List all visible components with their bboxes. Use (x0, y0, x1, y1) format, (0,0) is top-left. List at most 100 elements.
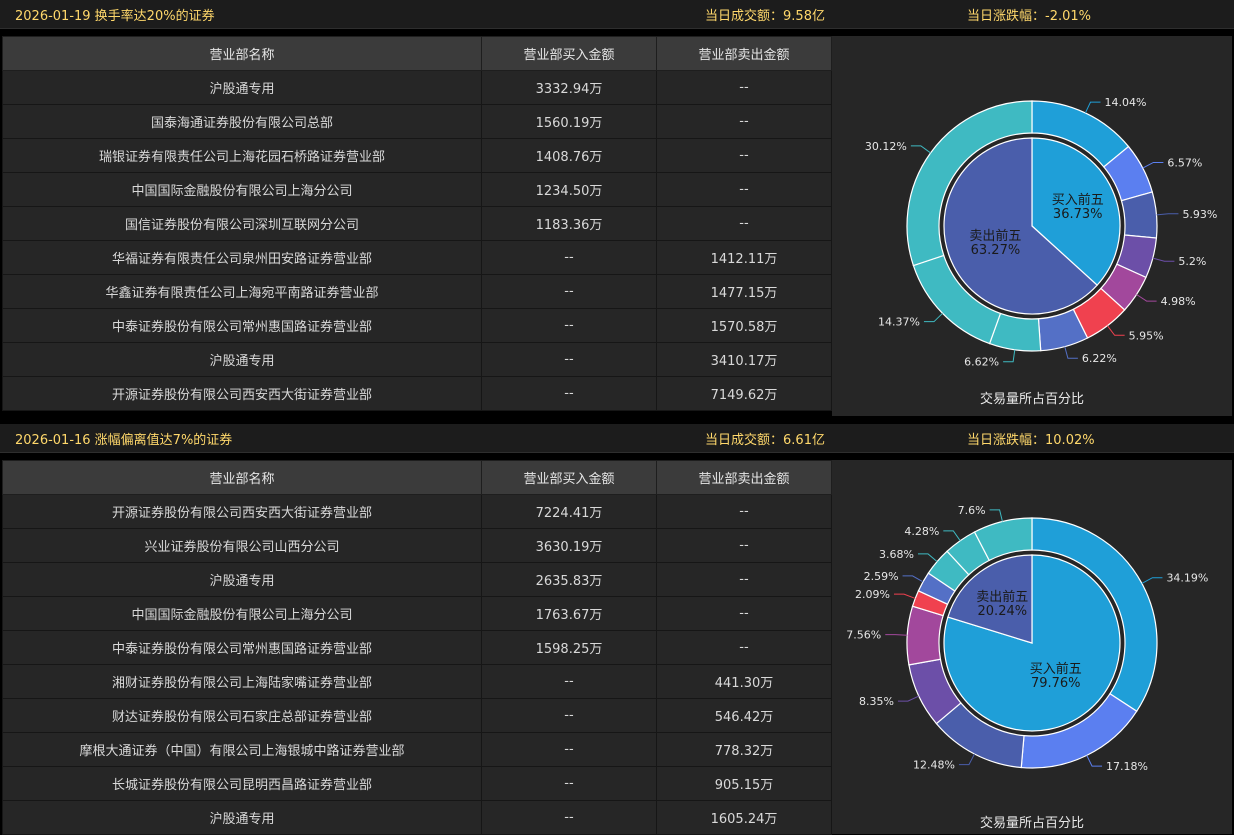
slice-leader-line (1084, 101, 1101, 114)
slice-label: 12.48% (913, 759, 955, 772)
buy-amount-cell: -- (481, 240, 657, 275)
table-body: 开源证券股份有限公司西安西大街证券营业部 7224.41万 -- 兴业证券股份有限公司… (2, 494, 832, 835)
outer-slice[interactable] (973, 517, 1033, 562)
buy-amount-cell: -- (481, 274, 657, 309)
outer-slice[interactable] (1120, 191, 1158, 239)
inner-slice-value: 79.76% (1031, 676, 1081, 691)
slice-label: 6.22% (1082, 352, 1117, 365)
change-label: 当日涨跌幅： (967, 433, 1046, 448)
table-row: 中国国际金融股份有限公司上海分公司 1763.67万 -- (2, 596, 832, 631)
table-header-row: 营业部名称 营业部买入金额 营业部卖出金额 (2, 36, 832, 71)
broker-name-cell: 财达证券股份有限公司石家庄总部证券营业部 (2, 698, 482, 733)
slice-label: 2.09% (855, 588, 890, 601)
table-row: 国信证券股份有限公司深圳互联网分公司 1183.36万 -- (2, 206, 832, 241)
volume-value: 9.58亿 (783, 9, 825, 24)
broker-name-cell: 华鑫证券有限责任公司上海宛平南路证券营业部 (2, 274, 482, 309)
table-row: 湘财证券股份有限公司上海陆家嘴证券营业部 -- 441.30万 (2, 664, 832, 699)
table-row: 中泰证券股份有限公司常州惠国路证券营业部 1598.25万 -- (2, 630, 832, 665)
outer-slice[interactable] (906, 100, 1033, 267)
change-info: 当日涨跌幅：10.02% (967, 429, 1095, 448)
sell-amount-cell: 905.15万 (656, 766, 832, 801)
inner-slice-value: 36.73% (1053, 207, 1103, 222)
pie-chart-box: 14.04% 6.57% 5.93% 5.2% 4.98% 5.95% 6.22% 6.62%… (832, 36, 1232, 416)
change-value: -2.01% (1045, 9, 1092, 24)
slice-label: 3.68% (879, 548, 914, 561)
inner-slice-value: 63.27% (971, 243, 1021, 258)
inner-slice-sell[interactable] (947, 554, 1033, 644)
buy-amount-cell: 7224.41万 (481, 494, 657, 529)
buy-amount-cell: 3332.94万 (481, 70, 657, 105)
broker-name-cell: 国信证券股份有限公司深圳互联网分公司 (2, 206, 482, 241)
broker-name-cell: 摩根大通证券（中国）有限公司上海银城中路证券营业部 (2, 732, 482, 767)
volume-info: 当日成交额：6.61亿 (705, 429, 825, 448)
slice-label: 30.12% (865, 140, 907, 153)
sell-amount-cell: -- (656, 104, 832, 139)
broker-name-cell: 沪股通专用 (2, 342, 482, 377)
buy-amount-cell: 2635.83万 (481, 562, 657, 597)
sell-amount-cell: 1477.15万 (656, 274, 832, 309)
sell-amount-cell: -- (656, 494, 832, 529)
sell-amount-cell: 3410.17万 (656, 342, 832, 377)
volume-info: 当日成交额：9.58亿 (705, 5, 825, 24)
broker-name-cell: 沪股通专用 (2, 800, 482, 835)
slice-leader-line (989, 509, 1003, 522)
chart-caption: 交易量所占百分比 (979, 816, 1084, 831)
broker-name-cell: 国泰海通证券股份有限公司总部 (2, 104, 482, 139)
inner-slice-label: 买入前五 (1052, 192, 1104, 208)
panel-title: 2026-01-19 换手率达20%的证券 (15, 9, 215, 24)
buy-amount-cell: -- (481, 342, 657, 377)
slice-leader-line (1152, 257, 1175, 262)
slice-leader-line (1106, 325, 1125, 336)
slice-leader-line (958, 753, 975, 766)
pie-chart: 34.19% 17.18% 12.48% 8.35% 7.56% 2.09% 2.59% 3.… (846, 504, 1208, 773)
slice-label: 7.56% (846, 629, 881, 642)
buy-amount-cell: -- (481, 308, 657, 343)
broker-name-cell: 瑞银证券有限责任公司上海花园石桥路证券营业部 (2, 138, 482, 173)
inner-slice-sell[interactable] (943, 137, 1099, 315)
inner-slice-buy[interactable] (1031, 137, 1121, 286)
broker-name-cell: 华福证券有限责任公司泉州田安路证券营业部 (2, 240, 482, 275)
sell-amount-cell: -- (656, 172, 832, 207)
table-row: 开源证券股份有限公司西安西大街证券营业部 7224.41万 -- (2, 494, 832, 529)
slice-leader-line (1136, 294, 1157, 302)
table-row: 中国国际金融股份有限公司上海分公司 1234.50万 -- (2, 172, 832, 207)
lhb-panel-2: 2026-01-16 涨幅偏离值达7%的证券 当日成交额：6.61亿 当日涨跌幅… (0, 424, 1234, 835)
slice-leader-line (902, 575, 924, 583)
table-body: 沪股通专用 3332.94万 -- 国泰海通证券股份有限公司总部 1560.19万 -- 瑞… (2, 70, 832, 411)
slice-label: 5.95% (1129, 329, 1164, 342)
slice-leader-line (1064, 346, 1078, 359)
table-row: 沪股通专用 2635.83万 -- (2, 562, 832, 597)
change-info: 当日涨跌幅：-2.01% (967, 5, 1091, 24)
slice-label: 4.28% (904, 525, 939, 538)
inner-slice-value: 20.24% (978, 604, 1028, 619)
pie-chart-box: 34.19% 17.18% 12.48% 8.35% 7.56% 2.09% 2.59% 3.… (832, 460, 1232, 834)
table-row: 摩根大通证券（中国）有限公司上海银城中路证券营业部 -- 778.32万 (2, 732, 832, 767)
broker-name-cell: 湘财证券股份有限公司上海陆家嘴证券营业部 (2, 664, 482, 699)
table-row: 开源证券股份有限公司西安西大街证券营业部 -- 7149.62万 (2, 376, 832, 411)
broker-name-cell: 沪股通专用 (2, 70, 482, 105)
slice-leader-line (910, 145, 931, 154)
buy-amount-cell: -- (481, 664, 657, 699)
sell-amount-cell: 1412.11万 (656, 240, 832, 275)
broker-name-cell: 中泰证券股份有限公司常州惠国路证券营业部 (2, 630, 482, 665)
sell-amount-cell: 1605.24万 (656, 800, 832, 835)
sell-amount-cell: 441.30万 (656, 664, 832, 699)
slice-label: 8.35% (859, 695, 894, 708)
slice-label: 6.57% (1167, 156, 1202, 169)
sell-amount-cell: 7149.62万 (656, 376, 832, 411)
table-row: 国泰海通证券股份有限公司总部 1560.19万 -- (2, 104, 832, 139)
volume-label: 当日成交额： (705, 9, 784, 24)
inner-slice-label: 卖出前五 (969, 228, 1021, 244)
outer-slice[interactable] (906, 605, 944, 666)
change-label: 当日涨跌幅： (967, 9, 1046, 24)
buy-amount-cell: 3630.19万 (481, 528, 657, 563)
slice-label: 17.18% (1106, 760, 1148, 773)
table-row: 沪股通专用 -- 1605.24万 (2, 800, 832, 835)
slice-label: 34.19% (1166, 572, 1208, 585)
slice-label: 6.62% (964, 356, 999, 369)
buy-amount-cell: -- (481, 698, 657, 733)
buy-amount-cell: -- (481, 766, 657, 801)
broker-name-cell: 兴业证券股份有限公司山西分公司 (2, 528, 482, 563)
table-row: 华福证券有限责任公司泉州田安路证券营业部 -- 1412.11万 (2, 240, 832, 275)
volume-label: 当日成交额： (705, 433, 784, 448)
